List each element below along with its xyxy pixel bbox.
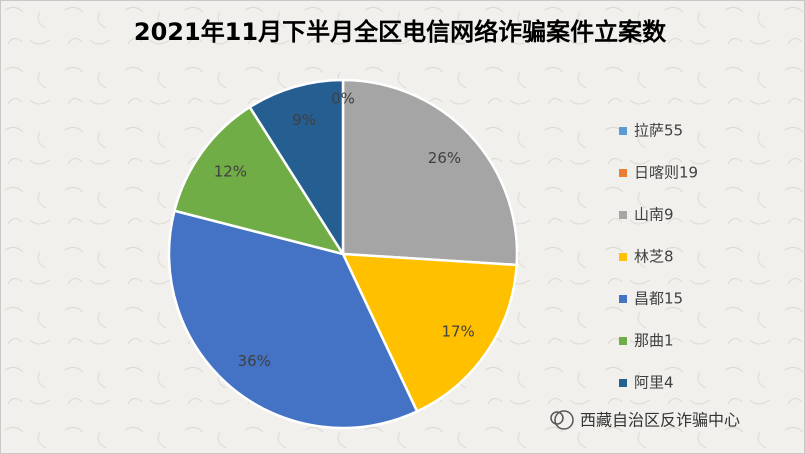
legend-swatch xyxy=(619,211,627,219)
legend-swatch xyxy=(619,295,627,303)
legend-label: 拉萨55 xyxy=(634,122,683,140)
legend-swatch xyxy=(619,253,627,261)
data-label: 0% xyxy=(331,90,355,108)
legend-label: 那曲1 xyxy=(634,332,674,350)
data-label: 9% xyxy=(292,111,316,129)
pie-slice xyxy=(172,105,346,256)
data-label: 26% xyxy=(428,149,461,167)
pie-slice xyxy=(167,209,419,430)
legend-swatch xyxy=(619,379,627,387)
legend-swatch xyxy=(619,337,627,345)
watermark: 西藏自治区反诈骗中心 xyxy=(550,410,740,430)
legend-label: 日喀则19 xyxy=(634,164,698,182)
legend-label: 山南9 xyxy=(634,206,674,224)
legend-label: 阿里4 xyxy=(634,374,674,392)
data-label: 17% xyxy=(441,323,474,341)
chart-title: 2021年11月下半月全区电信网络诈骗案件立案数 xyxy=(134,18,667,46)
pie-slice xyxy=(248,78,345,259)
data-label: 12% xyxy=(214,163,247,181)
legend-label: 林芝8 xyxy=(634,248,674,266)
legend-label: 昌都15 xyxy=(634,290,683,308)
pie-slice xyxy=(341,78,519,267)
watermark-text: 西藏自治区反诈骗中心 xyxy=(580,411,740,430)
legend-swatch xyxy=(619,127,627,135)
pie-slice xyxy=(340,252,518,414)
legend-swatch xyxy=(619,169,627,177)
data-label: 36% xyxy=(238,352,271,370)
